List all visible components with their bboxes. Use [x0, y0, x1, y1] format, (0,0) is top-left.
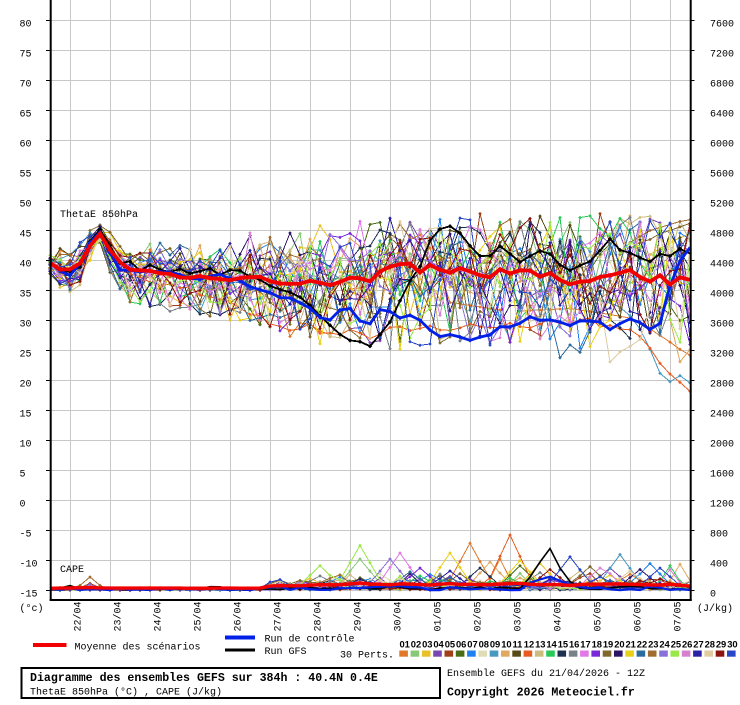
svg-text:Run GFS: Run GFS: [265, 647, 307, 658]
svg-text:(J/kg): (J/kg): [697, 603, 733, 615]
svg-text:7200: 7200: [710, 50, 734, 61]
svg-text:Ensemble GEFS du 21/04/2026 -: Ensemble GEFS du 21/04/2026 - 12Z: [447, 668, 645, 680]
svg-text:55: 55: [20, 170, 32, 181]
svg-text:07: 07: [467, 639, 477, 650]
svg-text:30: 30: [20, 320, 32, 331]
svg-text:2000: 2000: [710, 440, 734, 451]
svg-text:05/05: 05/05: [593, 601, 605, 631]
svg-text:25: 25: [20, 350, 32, 361]
svg-text:01/05: 01/05: [433, 601, 445, 631]
svg-text:60: 60: [20, 140, 32, 151]
svg-text:10: 10: [20, 440, 32, 451]
svg-text:29: 29: [716, 639, 726, 650]
svg-text:6800: 6800: [710, 80, 734, 91]
svg-text:800: 800: [710, 530, 728, 541]
svg-text:-15: -15: [20, 590, 38, 601]
svg-text:28/04: 28/04: [313, 601, 325, 631]
svg-text:14: 14: [546, 639, 557, 650]
svg-text:30/04: 30/04: [393, 601, 405, 631]
svg-text:16: 16: [569, 639, 579, 650]
svg-text:28: 28: [705, 639, 715, 650]
svg-text:70: 70: [20, 80, 32, 91]
svg-text:23: 23: [648, 639, 658, 650]
svg-text:25: 25: [671, 639, 681, 650]
svg-text:15: 15: [558, 639, 568, 650]
svg-text:2400: 2400: [710, 410, 734, 421]
svg-text:27: 27: [693, 639, 703, 650]
svg-text:09: 09: [490, 639, 500, 650]
svg-text:400: 400: [710, 560, 728, 571]
svg-text:45: 45: [20, 230, 32, 241]
svg-text:03/05: 03/05: [513, 601, 525, 631]
svg-text:26: 26: [682, 639, 692, 650]
svg-text:3600: 3600: [710, 320, 734, 331]
svg-text:04: 04: [433, 639, 444, 650]
svg-text:04/05: 04/05: [553, 601, 565, 631]
svg-text:18: 18: [592, 639, 602, 650]
svg-text:4400: 4400: [710, 260, 734, 271]
svg-text:40: 40: [20, 260, 32, 271]
svg-text:(°c): (°c): [20, 603, 44, 615]
svg-text:24/04: 24/04: [153, 601, 165, 631]
svg-text:ThetaE 850hPa (°C) , CAPE (J/k: ThetaE 850hPa (°C) , CAPE (J/kg): [30, 687, 222, 699]
svg-text:06: 06: [456, 639, 466, 650]
svg-text:0: 0: [710, 590, 716, 601]
svg-text:CAPE: CAPE: [60, 565, 84, 576]
svg-text:02/05: 02/05: [473, 601, 485, 631]
svg-text:Moyenne des scénarios: Moyenne des scénarios: [75, 642, 201, 654]
svg-text:05: 05: [445, 639, 455, 650]
svg-text:22/04: 22/04: [73, 601, 85, 631]
svg-text:27/04: 27/04: [273, 601, 285, 631]
svg-text:5: 5: [20, 470, 26, 481]
svg-text:80: 80: [20, 20, 32, 31]
svg-text:08: 08: [479, 639, 489, 650]
svg-text:26/04: 26/04: [233, 601, 245, 631]
svg-text:10: 10: [501, 639, 511, 650]
svg-text:03: 03: [422, 639, 432, 650]
svg-text:75: 75: [20, 50, 32, 61]
svg-text:19: 19: [603, 639, 613, 650]
svg-text:07/05: 07/05: [673, 601, 685, 631]
svg-text:29/04: 29/04: [353, 601, 365, 631]
svg-text:24: 24: [659, 639, 670, 650]
svg-text:25/04: 25/04: [193, 601, 205, 631]
svg-text:12: 12: [524, 639, 534, 650]
svg-text:06/05: 06/05: [633, 601, 645, 631]
svg-text:-10: -10: [20, 560, 38, 571]
svg-text:17: 17: [580, 639, 590, 650]
svg-text:Run de contrôle: Run de contrôle: [265, 634, 355, 646]
svg-text:50: 50: [20, 200, 32, 211]
svg-text:65: 65: [20, 110, 32, 121]
svg-text:21: 21: [626, 639, 636, 650]
svg-text:ThetaE 850hPa: ThetaE 850hPa: [60, 209, 138, 221]
svg-text:3200: 3200: [710, 350, 734, 361]
svg-text:23/04: 23/04: [113, 601, 125, 631]
svg-text:Diagramme des ensembles GEFS s: Diagramme des ensembles GEFS sur 384h : …: [30, 672, 378, 685]
svg-text:15: 15: [20, 410, 32, 421]
svg-text:-5: -5: [20, 530, 32, 541]
svg-text:1600: 1600: [710, 470, 734, 481]
svg-text:22: 22: [637, 639, 647, 650]
svg-text:2800: 2800: [710, 380, 734, 391]
svg-text:6400: 6400: [710, 110, 734, 121]
svg-text:20: 20: [614, 639, 624, 650]
svg-text:01: 01: [400, 639, 410, 650]
svg-text:4800: 4800: [710, 230, 734, 241]
svg-text:1200: 1200: [710, 500, 734, 511]
svg-text:0: 0: [20, 500, 26, 511]
svg-text:30: 30: [727, 639, 737, 650]
svg-text:02: 02: [411, 639, 421, 650]
svg-text:6000: 6000: [710, 140, 734, 151]
svg-text:11: 11: [513, 639, 523, 650]
svg-text:Copyright 2026 Meteociel.fr: Copyright 2026 Meteociel.fr: [447, 687, 635, 700]
svg-text:7600: 7600: [710, 20, 734, 31]
svg-text:13: 13: [535, 639, 545, 650]
svg-text:5600: 5600: [710, 170, 734, 181]
svg-text:35: 35: [20, 290, 32, 301]
svg-text:5200: 5200: [710, 200, 734, 211]
svg-text:20: 20: [20, 380, 32, 391]
svg-text:30 Perts.: 30 Perts.: [340, 651, 394, 662]
svg-text:4000: 4000: [710, 290, 734, 301]
